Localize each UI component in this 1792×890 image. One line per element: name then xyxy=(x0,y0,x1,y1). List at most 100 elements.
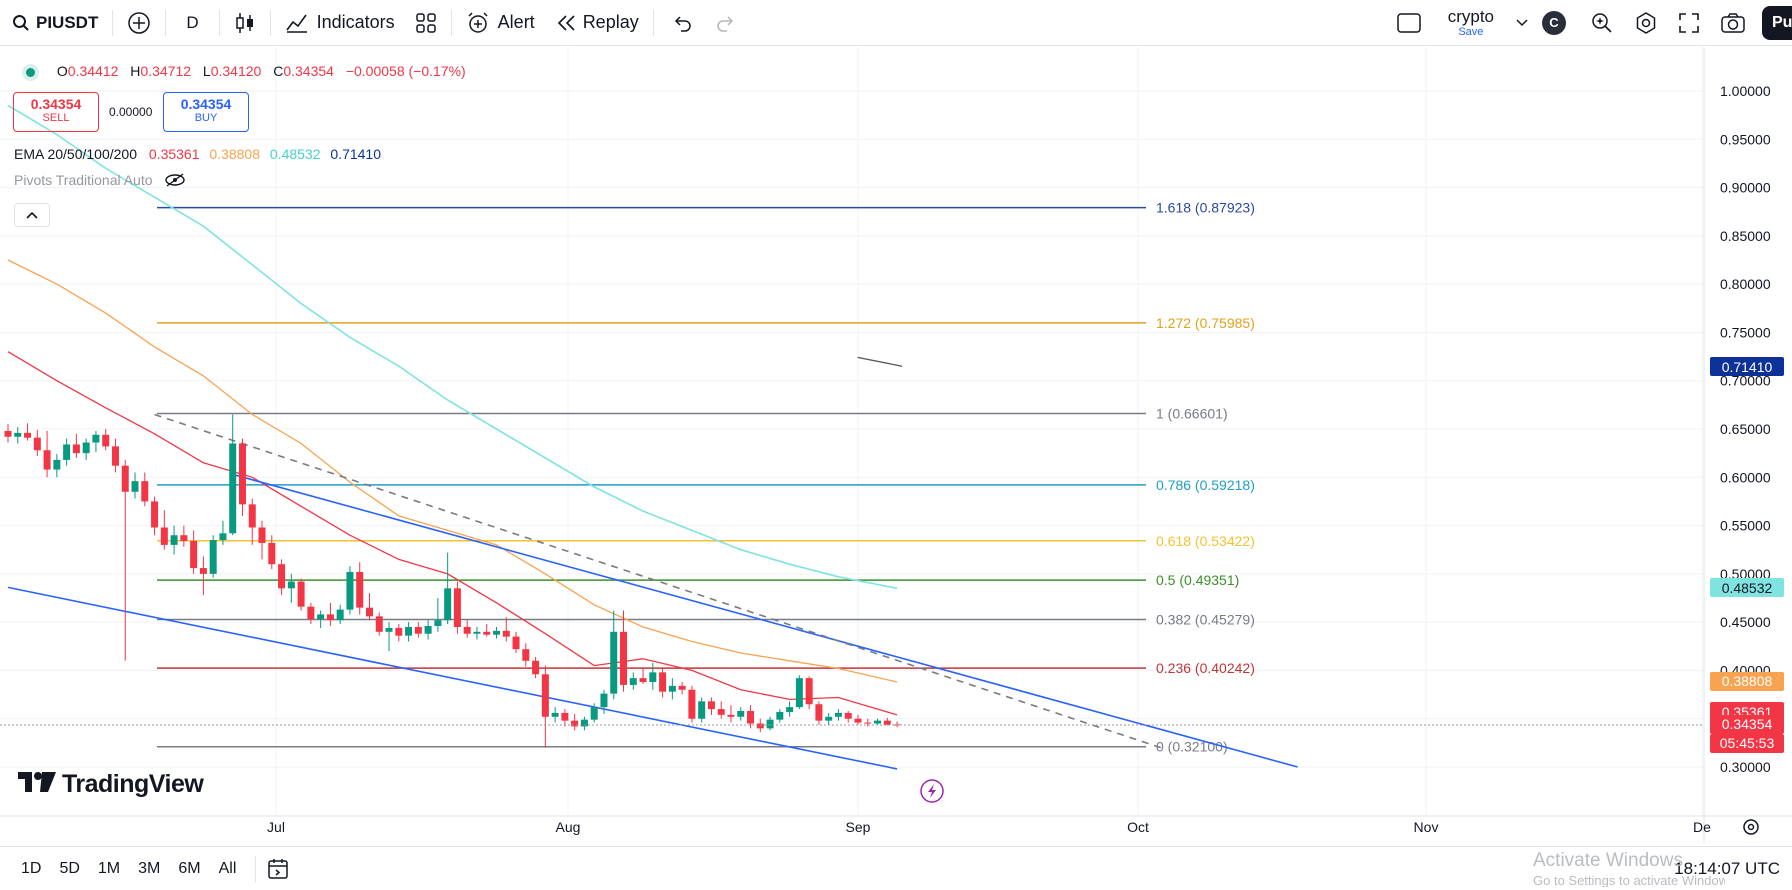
candle-body xyxy=(639,678,647,683)
candle-body xyxy=(883,720,891,725)
candle-body xyxy=(287,581,295,589)
price-tag: 0.71410 xyxy=(1710,357,1784,377)
utc-clock[interactable]: 18:14:07 UTC xyxy=(1674,858,1780,878)
candle-body xyxy=(405,626,413,636)
divider xyxy=(218,9,220,36)
indicators-icon xyxy=(285,12,309,34)
layout-name-button[interactable]: crypto Save xyxy=(1432,0,1510,46)
candle-body xyxy=(786,707,794,712)
timeframe-button[interactable]: All xyxy=(218,859,237,877)
fib-level-label: 0.236 (0.40242) xyxy=(1156,660,1255,676)
channel-upper-line[interactable] xyxy=(232,473,1298,768)
candle-body xyxy=(33,437,41,451)
time-axis[interactable]: Jul Aug Sep Oct Nov De xyxy=(267,819,1711,835)
settings-button[interactable] xyxy=(1624,0,1668,46)
buy-button[interactable]: 0.34354 BUY xyxy=(163,92,249,132)
buy-label: BUY xyxy=(194,112,218,124)
fullscreen-button[interactable] xyxy=(1668,0,1710,46)
timeframe-button[interactable]: 3M xyxy=(138,859,161,877)
alert-button[interactable]: Alert xyxy=(456,0,545,46)
snapshot-button[interactable] xyxy=(1710,0,1756,46)
timeframe-button[interactable]: 5D xyxy=(59,859,80,877)
candle-body xyxy=(395,627,403,636)
symbol-name: PIUSDT xyxy=(36,12,99,32)
price-axis[interactable]: 1.00000 0.95000 0.90000 0.85000 0.80000 0.750… xyxy=(1720,83,1771,775)
time-tick-label: De xyxy=(1693,819,1711,835)
candle-body xyxy=(414,626,422,634)
indicators-button[interactable]: Indicators xyxy=(275,0,405,46)
chart-pane[interactable]: 1.618 (0.87923) 1.272 (0.75985) 1 (0.66601… xyxy=(0,47,1792,843)
candle-body xyxy=(385,627,393,632)
publish-button[interactable]: Pu xyxy=(1756,0,1792,46)
account-button[interactable]: C xyxy=(1534,0,1580,46)
candle-body xyxy=(864,722,872,724)
price-tick-label: 0.45000 xyxy=(1720,614,1771,630)
candle-body xyxy=(82,442,90,454)
templates-button[interactable] xyxy=(405,0,447,46)
activation-watermark: Activate Windows Go to Settings to activ… xyxy=(1533,851,1725,887)
candle-body xyxy=(571,720,579,727)
alert-label: Alert xyxy=(497,12,535,32)
candles xyxy=(4,414,901,748)
candle-body xyxy=(424,626,432,634)
price-tag: 0.38808 xyxy=(1710,671,1784,691)
candle-body xyxy=(199,568,207,574)
candle-body xyxy=(111,446,119,466)
sell-button[interactable]: 0.34354 SELL xyxy=(13,92,99,132)
time-tick-label: Nov xyxy=(1414,819,1439,835)
candle-body xyxy=(717,709,725,715)
replay-button[interactable]: Replay xyxy=(545,0,649,46)
candle-body xyxy=(72,444,80,454)
timeframe-button[interactable]: 1D xyxy=(21,859,42,877)
collapse-legend-button[interactable] xyxy=(14,203,50,227)
compare-button[interactable] xyxy=(117,0,161,46)
tradingview-logo[interactable]: TradingView xyxy=(18,770,204,799)
candle-body xyxy=(160,527,168,545)
quick-search-button[interactable] xyxy=(1580,0,1624,46)
plus-circle-icon xyxy=(127,11,151,35)
fibonacci-levels[interactable]: 1.618 (0.87923) 1.272 (0.75985) 1 (0.66601… xyxy=(157,200,1255,755)
buy-price: 0.34354 xyxy=(180,96,232,112)
symbol-search[interactable]: PIUSDT xyxy=(0,0,108,46)
layout-menu-button[interactable] xyxy=(1510,0,1534,46)
trendlines[interactable] xyxy=(7,413,1298,770)
chevron-down-icon xyxy=(1516,18,1528,27)
price-tick-label: 0.50000 xyxy=(1720,566,1771,582)
candle-body xyxy=(356,571,364,608)
candle-body xyxy=(336,609,344,621)
ema-legend[interactable]: EMA 20/50/100/200 0.35361 0.38808 0.4853… xyxy=(14,146,381,162)
candle-body xyxy=(698,701,706,719)
channel-lower-line[interactable] xyxy=(7,586,898,770)
replay-label: Replay xyxy=(582,12,639,32)
save-status: Save xyxy=(1458,25,1484,38)
open-value: 0.34412 xyxy=(67,63,119,79)
candle-body xyxy=(561,712,569,721)
timeframe-button[interactable]: 6M xyxy=(178,859,201,877)
dashed-trend-line[interactable] xyxy=(154,413,1162,749)
date-range-icon[interactable] xyxy=(266,857,290,881)
ema200-value: 0.71410 xyxy=(330,146,381,162)
timeframe-button[interactable]: 1M xyxy=(97,859,121,877)
lightning-icon[interactable] xyxy=(920,779,944,803)
undo-button[interactable] xyxy=(658,0,706,46)
eye-off-icon[interactable] xyxy=(164,173,186,190)
pivots-legend[interactable]: Pivots Traditional Auto xyxy=(14,172,186,190)
price-chart[interactable]: 1.618 (0.87923) 1.272 (0.75985) 1 (0.66601… xyxy=(0,47,1792,843)
sell-price: 0.34354 xyxy=(30,96,82,112)
price-tick-label: 0.75000 xyxy=(1720,324,1771,340)
settings-gear-icon[interactable] xyxy=(1743,819,1759,835)
layout-name: crypto xyxy=(1447,6,1494,26)
low-label: L xyxy=(202,63,211,79)
layout-toggle[interactable] xyxy=(1386,0,1432,46)
chart-type-button[interactable] xyxy=(224,0,266,46)
timeframe-list: 1D 5D 1M 3M 6M All xyxy=(12,860,245,878)
price-tick-label: 0.70000 xyxy=(1720,373,1771,389)
interval-button[interactable]: D xyxy=(186,12,199,32)
change-value: −0.00058 (−0.17%) xyxy=(345,63,466,79)
top-toolbar: PIUSDT D Indicators Alert Replay crypto … xyxy=(0,0,1792,46)
candle-body xyxy=(434,620,442,627)
candle-body xyxy=(297,581,305,607)
redo-button[interactable] xyxy=(706,0,746,46)
candle-body xyxy=(707,701,715,710)
candle-body xyxy=(346,571,354,610)
